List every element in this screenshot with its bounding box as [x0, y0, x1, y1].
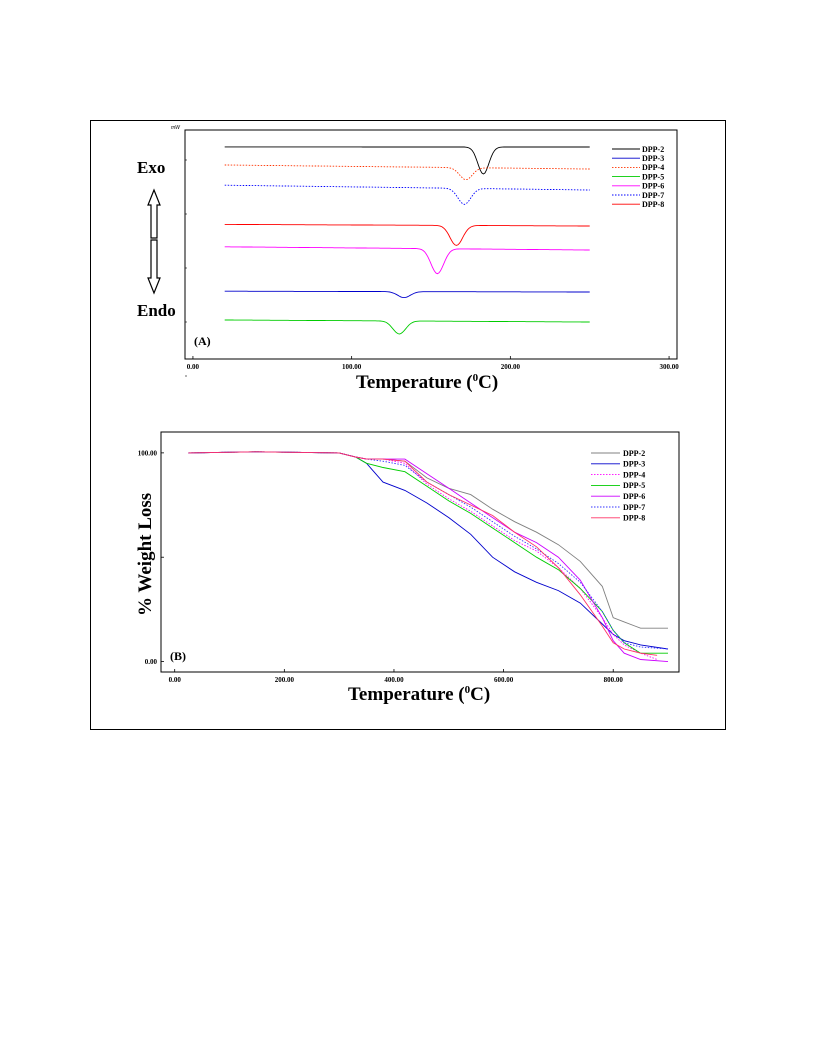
dsc-series-dpp-7	[224, 184, 590, 205]
dsc-legend-label: DPP-2	[642, 145, 664, 154]
tga-legend-label: DPP-8	[623, 514, 645, 523]
dsc-legend-label: DPP-4	[642, 163, 664, 172]
dsc-series-dpp-5	[224, 319, 590, 335]
tga-series-dpp-4	[188, 451, 658, 660]
tga-series-dpp-3	[188, 451, 669, 650]
tga-y-ticks: 0.00 100.00	[138, 449, 164, 666]
tga-series-dpp-5	[188, 451, 668, 654]
tga-plot-area	[160, 431, 680, 673]
tga-legend-label: DPP-4	[623, 470, 645, 479]
dsc-x-ticks: 0.00 100.00 200.00 300.00	[187, 356, 679, 371]
tga-x-tick-label: 600.00	[494, 676, 514, 684]
figure-frame	[90, 120, 726, 730]
dsc-legend-label: DPP-5	[642, 172, 664, 181]
tga-x-axis-label: Temperature (0C)	[348, 684, 490, 705]
dsc-unit-label: mW	[171, 125, 181, 131]
dsc-y-ticks	[185, 159, 187, 377]
endo-arrow-icon	[147, 239, 161, 295]
tga-panel-label: (B)	[170, 649, 186, 663]
tga-series-dpp-2	[188, 451, 668, 629]
tga-series-dpp-7	[188, 451, 669, 650]
dsc-panel: mW (A) 0.00 100.00 200.00 300.00 DPP-2DPP-3…	[137, 125, 679, 393]
dsc-x-axis-label: Temperature (0C)	[356, 372, 498, 393]
dsc-legend-label: DPP-7	[642, 191, 664, 200]
tga-x-tick-label: 400.00	[384, 676, 404, 684]
tga-legend-label: DPP-6	[623, 492, 645, 501]
dsc-legend-label: DPP-3	[642, 154, 664, 163]
dsc-series-dpp-3	[224, 290, 590, 299]
dsc-legend-label: DPP-8	[642, 200, 664, 209]
dsc-plot-area	[184, 129, 678, 360]
tga-y-tick-label: 0.00	[145, 658, 158, 666]
tga-panel: (B) 0.00 200.00 400.00 600.00 800.00 0.00 100…	[135, 431, 680, 705]
tga-legend-label: DPP-3	[623, 460, 645, 469]
tga-y-tick-label: 100.00	[138, 449, 158, 457]
exo-endo-double-arrow	[147, 188, 161, 295]
tga-x-tick-label: 0.00	[169, 676, 182, 684]
dsc-series-dpp-8	[224, 223, 590, 246]
dsc-x-tick-label: 0.00	[187, 363, 200, 371]
dsc-x-tick-label: 300.00	[659, 363, 679, 371]
tga-series-dpp-8	[188, 451, 658, 656]
dsc-series-dpp-4	[224, 164, 590, 181]
tga-y-axis-label: % Weight Loss	[135, 493, 156, 616]
tga-x-tick-label: 200.00	[275, 676, 295, 684]
dsc-series-lines	[224, 146, 590, 335]
tga-x-tick-label: 800.00	[604, 676, 624, 684]
tga-legend-label: DPP-5	[623, 481, 645, 490]
tga-series-lines	[188, 451, 669, 663]
dsc-series-dpp-6	[224, 246, 590, 275]
dsc-x-tick-label: 100.00	[342, 363, 362, 371]
dsc-x-tick-label: 200.00	[501, 363, 521, 371]
exo-arrow-icon	[147, 188, 161, 239]
dsc-legend-label: DPP-6	[642, 182, 664, 191]
exo-label: Exo	[137, 158, 165, 177]
tga-legend-label: DPP-2	[623, 449, 645, 458]
dsc-series-dpp-2	[224, 146, 590, 175]
dsc-panel-label: (A)	[194, 334, 211, 348]
tga-legend-label: DPP-7	[623, 503, 645, 512]
endo-label: Endo	[137, 301, 176, 320]
tga-x-ticks: 0.00 200.00 400.00 600.00 800.00	[169, 669, 624, 684]
